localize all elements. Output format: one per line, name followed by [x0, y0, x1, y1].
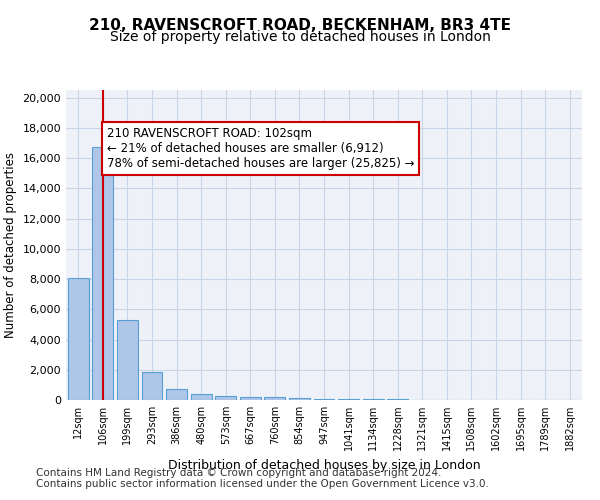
- Bar: [191, 394, 212, 400]
- Text: Contains public sector information licensed under the Open Government Licence v3: Contains public sector information licen…: [36, 479, 489, 489]
- Bar: [68, 278, 89, 400]
- Bar: [215, 396, 236, 400]
- Bar: [92, 148, 113, 400]
- Bar: [314, 398, 334, 400]
- Text: Size of property relative to detached houses in London: Size of property relative to detached ho…: [110, 30, 490, 44]
- X-axis label: Distribution of detached houses by size in London: Distribution of detached houses by size …: [167, 458, 481, 471]
- Bar: [117, 320, 138, 400]
- Bar: [338, 399, 359, 400]
- Text: 210, RAVENSCROFT ROAD, BECKENHAM, BR3 4TE: 210, RAVENSCROFT ROAD, BECKENHAM, BR3 4T…: [89, 18, 511, 32]
- Text: 210 RAVENSCROFT ROAD: 102sqm
← 21% of detached houses are smaller (6,912)
78% of: 210 RAVENSCROFT ROAD: 102sqm ← 21% of de…: [107, 127, 414, 170]
- Y-axis label: Number of detached properties: Number of detached properties: [4, 152, 17, 338]
- Bar: [240, 396, 261, 400]
- Bar: [142, 372, 163, 400]
- Bar: [166, 390, 187, 400]
- Text: Contains HM Land Registry data © Crown copyright and database right 2024.: Contains HM Land Registry data © Crown c…: [36, 468, 442, 477]
- Bar: [265, 397, 286, 400]
- Bar: [289, 398, 310, 400]
